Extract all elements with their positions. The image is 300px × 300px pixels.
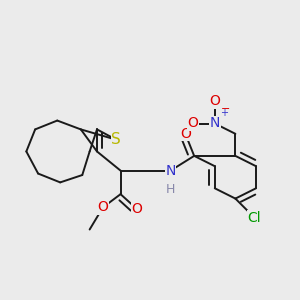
Text: O: O bbox=[98, 200, 108, 214]
Text: O: O bbox=[209, 94, 220, 108]
Text: N: N bbox=[165, 164, 176, 178]
Text: S: S bbox=[111, 132, 121, 147]
Text: O: O bbox=[131, 202, 142, 216]
Text: N: N bbox=[210, 116, 220, 130]
Text: Cl: Cl bbox=[248, 211, 261, 225]
Text: H: H bbox=[166, 183, 175, 196]
Text: O: O bbox=[180, 127, 191, 141]
Text: +: + bbox=[220, 108, 228, 118]
Text: −: − bbox=[220, 104, 230, 114]
Text: O: O bbox=[187, 116, 198, 130]
